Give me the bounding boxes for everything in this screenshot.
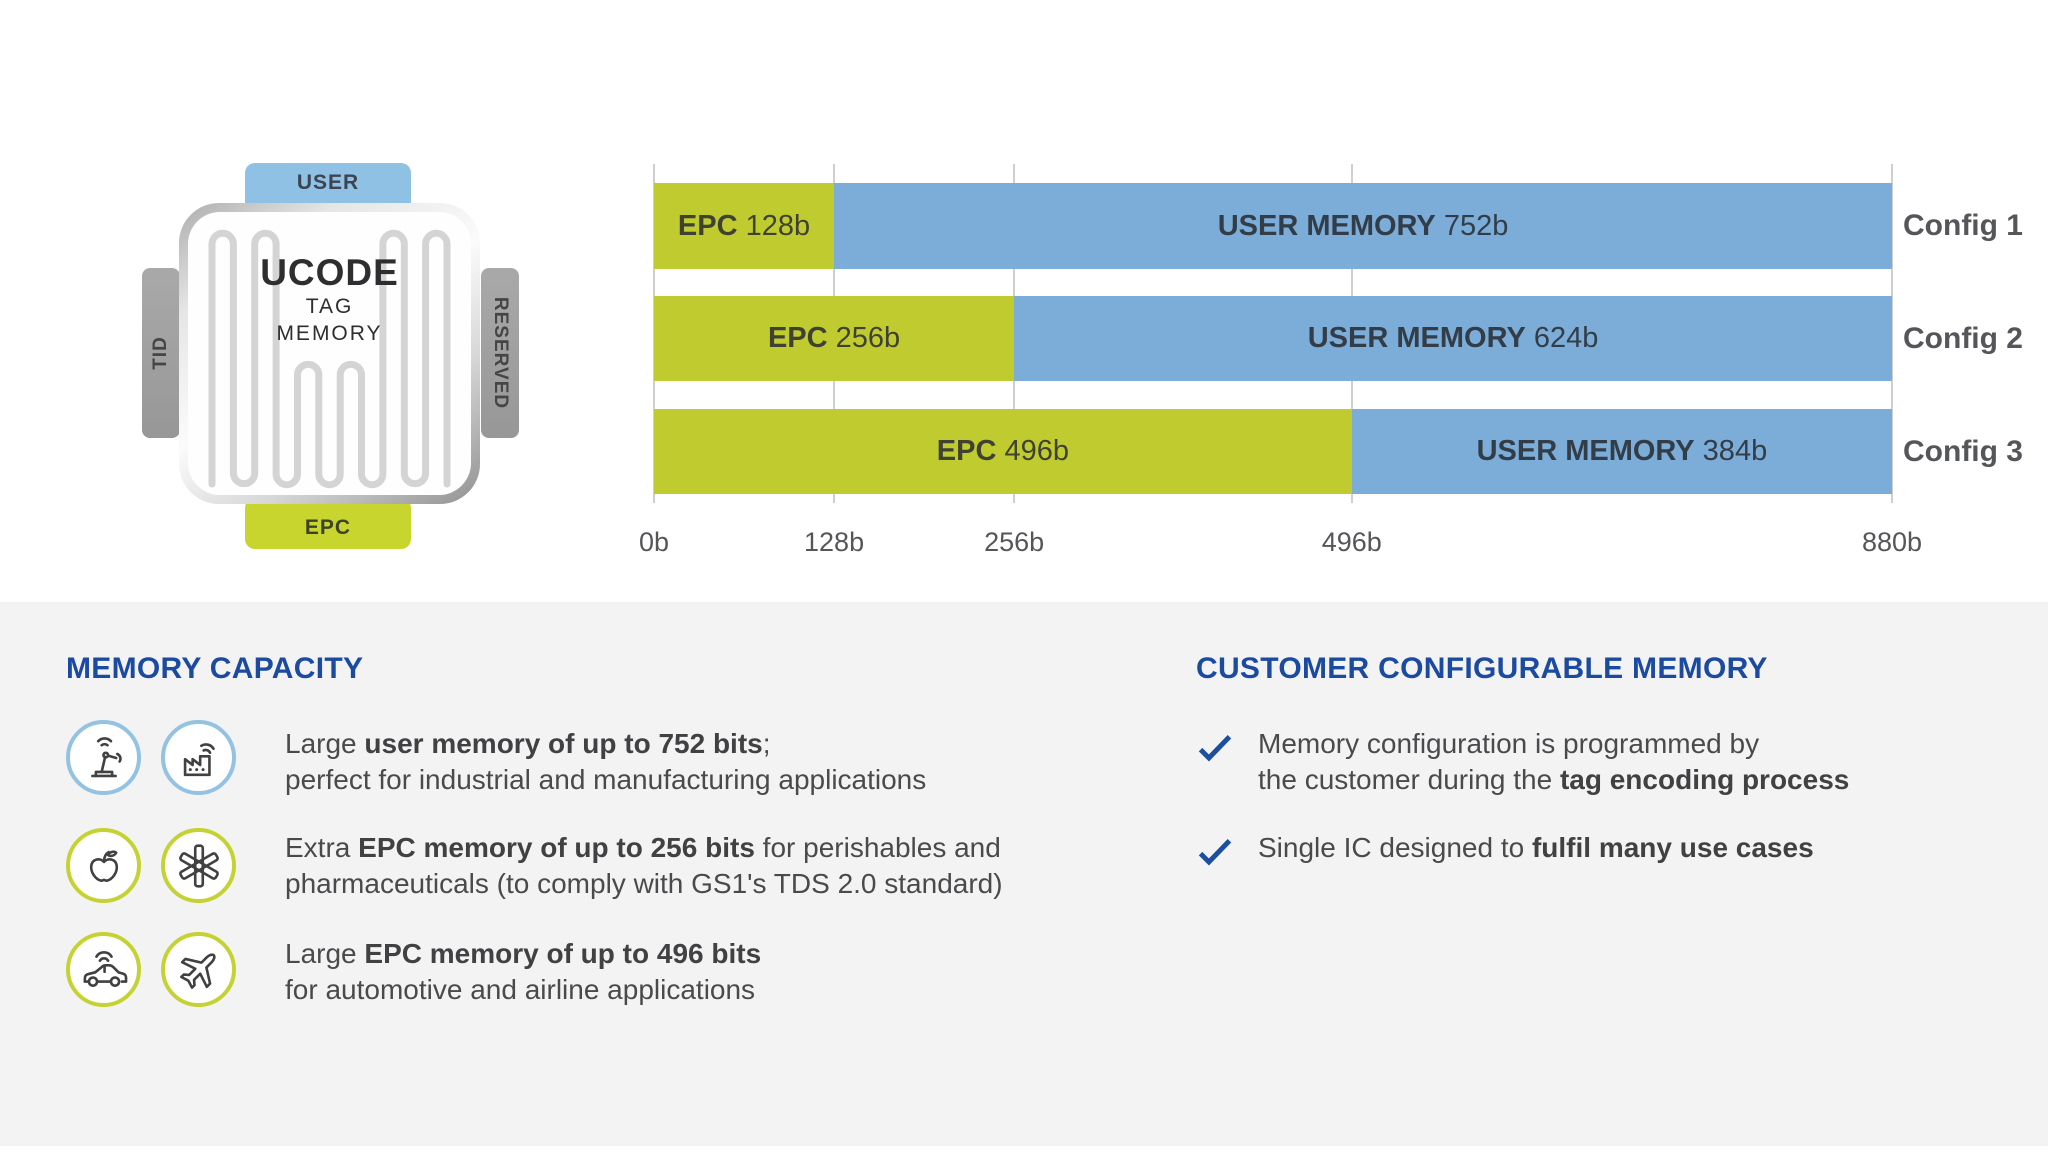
rfid-chip-inner: UCODE TAG MEMORY (188, 212, 471, 495)
bar-segment-name: USER MEMORY (1307, 322, 1526, 354)
customer-memory-item2-text: Single IC designed to fulfil many use ca… (1258, 830, 1814, 866)
bar-segment-user-memory: USER MEMORY 624b (1014, 296, 1892, 381)
row2-line2: pharmaceuticals (to comply with GS1's TD… (285, 868, 1003, 899)
bar-segment-epc: EPC 496b (654, 409, 1352, 494)
row1-post: ; (762, 728, 771, 759)
reserved-memory-tab: RESERVED (481, 268, 519, 438)
bar-segment-name: EPC (767, 322, 828, 354)
config-label: Config 2 (1903, 321, 2023, 355)
row2-bold: EPC memory of up to 256 bits (358, 832, 755, 863)
axis-tick-label: 496b (1321, 527, 1382, 557)
item1-line1: Memory configuration is programmed by (1258, 728, 1760, 759)
chip-subtitle-tag: TAG (305, 295, 354, 318)
item1-line2-pre: the customer during the (1258, 764, 1560, 795)
bar-segment-value: 496b (996, 435, 1069, 467)
details-panel (0, 602, 2048, 1146)
row3-line2: for automotive and airline applications (285, 974, 756, 1005)
item2-pre: Single IC designed to (1258, 832, 1532, 863)
bar-segment-value: 256b (827, 322, 901, 354)
bar-segment-user-memory: USER MEMORY 384b (1351, 409, 1892, 494)
epc-tab-label: EPC (304, 516, 352, 539)
row1-line2: perfect for industrial and manufacturing… (285, 764, 927, 795)
bar-segment-epc: EPC 256b (654, 296, 1015, 381)
tid-memory-tab: TID (142, 268, 180, 438)
epc-memory-tab: EPC (245, 498, 411, 549)
chip-subtitle-memory: MEMORY (276, 322, 383, 345)
gridline (1891, 164, 1893, 503)
row3-pre: Large (285, 938, 365, 969)
factory-icon (161, 720, 236, 795)
bar-segment-value: 128b (737, 209, 811, 242)
axis-tick-label: 880b (1861, 527, 1923, 557)
bar-segment-value: 624b (1525, 322, 1599, 354)
bottom-margin (0, 1146, 2048, 1152)
customer-memory-item1-text: Memory configuration is programmed by th… (1258, 726, 1849, 798)
config-label: Config 1 (1903, 209, 2023, 242)
axis-tick-label: 0b (638, 527, 670, 557)
bar-segment-epc: EPC 128b (654, 183, 835, 269)
bar-segment-name: EPC (936, 435, 997, 467)
row1-bold: user memory of up to 752 bits (364, 728, 763, 759)
airplane-icon (161, 932, 236, 1007)
memory-capacity-row2-text: Extra EPC memory of up to 256 bits for p… (285, 830, 1003, 902)
row2-post: for perishables and (754, 832, 1001, 863)
row3-bold: EPC memory of up to 496 bits (364, 938, 762, 969)
ucode-tag-memory-diagram: USER TID RESERVED EPC UCODE TAG MEMORY (141, 163, 531, 563)
axis-tick-label: 256b (984, 527, 1045, 557)
item1-line2-bold: tag encoding process (1559, 764, 1850, 795)
memory-capacity-row1-text: Large user memory of up to 752 bits; per… (285, 726, 926, 798)
customer-configurable-memory-title: CUSTOMER CONFIGURABLE MEMORY (1196, 652, 1768, 685)
item2-bold: fulfil many use cases (1531, 832, 1814, 863)
chip-center-label: UCODE TAG MEMORY (188, 252, 471, 347)
medical-star-icon (161, 828, 236, 903)
car-icon (66, 932, 141, 1007)
bar-segment-user-memory: USER MEMORY 752b (834, 183, 1892, 269)
robot-arm-icon (66, 720, 141, 795)
tid-tab-label: TID (150, 336, 171, 370)
apple-icon (66, 828, 141, 903)
bar-segment-value: 384b (1694, 435, 1768, 467)
rfid-chip-body: UCODE TAG MEMORY (179, 203, 480, 504)
memory-capacity-title: MEMORY CAPACITY (66, 652, 364, 685)
chip-title: UCODE (260, 252, 399, 293)
check-icon (1198, 735, 1232, 762)
user-tab-label: USER (296, 171, 360, 194)
bar-segment-name: USER MEMORY (1217, 209, 1436, 242)
check-icon (1198, 839, 1232, 866)
reserved-tab-label: RESERVED (490, 296, 511, 410)
rfid-antenna-icon (208, 229, 451, 489)
row1-pre: Large (285, 728, 365, 759)
bar-segment-value: 752b (1435, 209, 1509, 242)
row2-pre: Extra (285, 832, 359, 863)
axis-tick-label: 128b (804, 527, 865, 557)
memory-capacity-row3-text: Large EPC memory of up to 496 bits for a… (285, 936, 761, 1008)
config-label: Config 3 (1903, 434, 2023, 468)
bar-segment-name: USER MEMORY (1476, 435, 1695, 467)
bar-segment-name: EPC (677, 209, 738, 242)
